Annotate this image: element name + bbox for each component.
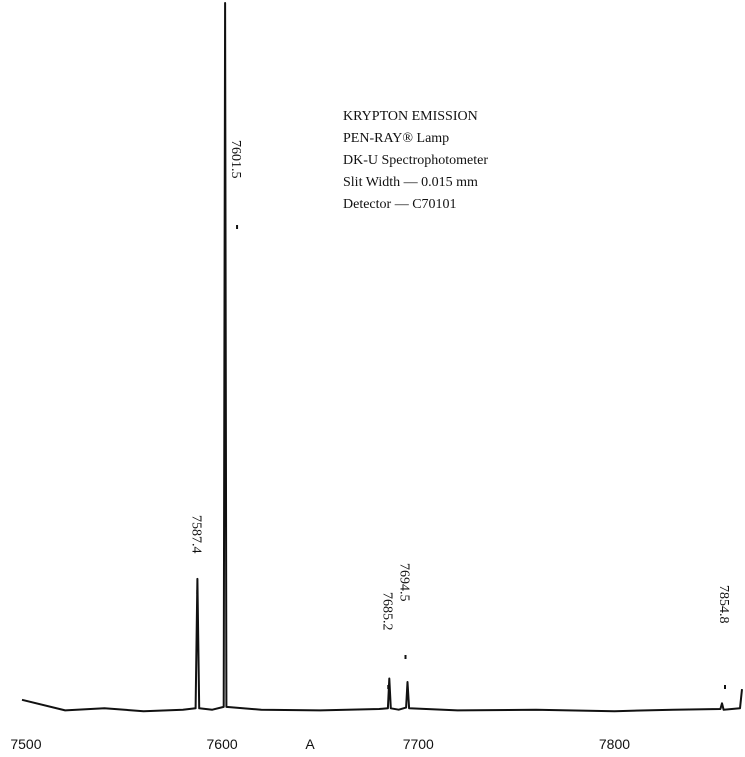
x-tick-label: 7500 — [10, 736, 41, 752]
peak-label: 7854.8 — [716, 585, 731, 624]
x-tick-label: 7600 — [207, 736, 238, 752]
spectrum-line — [21, 2, 743, 713]
x-tick-label: 7800 — [599, 736, 630, 752]
annotation-line: PEN-RAY® Lamp — [343, 131, 449, 146]
annotation-line: DK-U Spectrophotometer — [343, 153, 488, 168]
annotation-line: KRYPTON EMISSION — [343, 109, 478, 124]
peak-label: 7694.5 — [397, 563, 412, 602]
peak-label: 7685.2 — [379, 592, 394, 631]
peak-label: 7601.5 — [228, 140, 243, 179]
x-axis-label: A — [305, 736, 315, 752]
x-tick-label: 7700 — [403, 736, 434, 752]
annotation-line: Slit Width — 0.015 mm — [343, 175, 478, 190]
annotation-block: KRYPTON EMISSION PEN-RAY® Lamp DK-U Spec… — [343, 109, 488, 212]
peak-label: 7587.4 — [188, 515, 203, 554]
annotation-line: Detector — C70101 — [343, 197, 457, 212]
